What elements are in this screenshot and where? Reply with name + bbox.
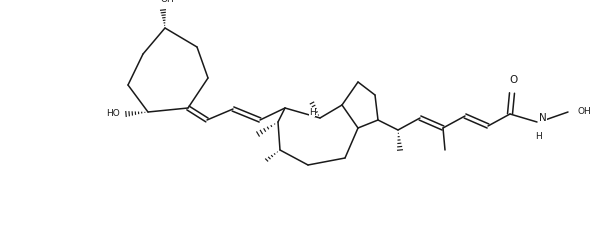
Text: N: N [539, 113, 547, 123]
Text: HO: HO [106, 109, 120, 118]
Text: H: H [309, 108, 315, 117]
Text: O: O [509, 75, 517, 85]
Text: H: H [536, 132, 542, 141]
Text: OH: OH [160, 0, 174, 4]
Text: OH: OH [578, 106, 592, 115]
